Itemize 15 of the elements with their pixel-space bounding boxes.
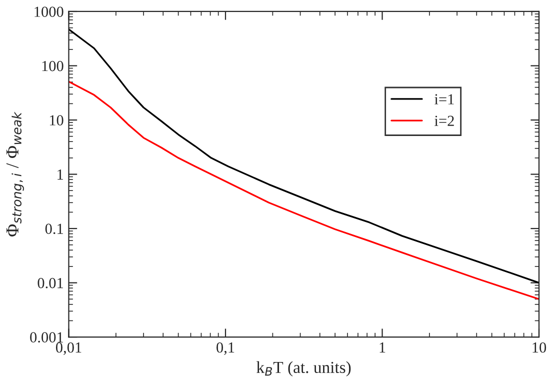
legend-label: i=2 [434,116,454,126]
y-tick-label: 10 [50,115,64,126]
y-tick-label: 1000 [34,6,64,17]
y-tick-label: 0.001 [30,332,63,343]
y-tick-label: 1 [58,169,63,180]
y-tick-label: 0.01 [38,278,63,288]
y-tick-label: 100 [42,60,64,72]
x-tick-label: 0,01 [56,342,82,355]
x-axis-title: k$_{B}$T (at. units) [256,361,351,376]
x-tick-label: 10 [532,342,546,353]
x-tick-label: 0,1 [216,342,234,355]
x-tick-label: 1 [380,342,386,352]
y-axis-title: Φ$_{strong,i}$ / Φ$_{weak}$ [6,112,24,236]
legend-label: i=1 [434,94,454,104]
y-tick-label: 0.1 [45,224,63,234]
